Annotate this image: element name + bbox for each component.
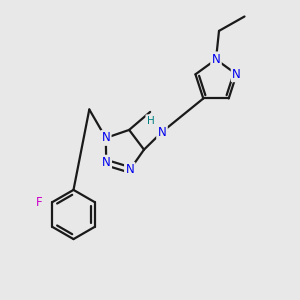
Text: N: N bbox=[102, 156, 111, 169]
Text: F: F bbox=[35, 196, 42, 209]
Text: N: N bbox=[101, 131, 110, 145]
Text: N: N bbox=[232, 68, 241, 81]
Text: N: N bbox=[158, 125, 166, 139]
Text: H: H bbox=[147, 116, 154, 126]
Text: N: N bbox=[125, 164, 134, 176]
Text: N: N bbox=[212, 53, 220, 66]
